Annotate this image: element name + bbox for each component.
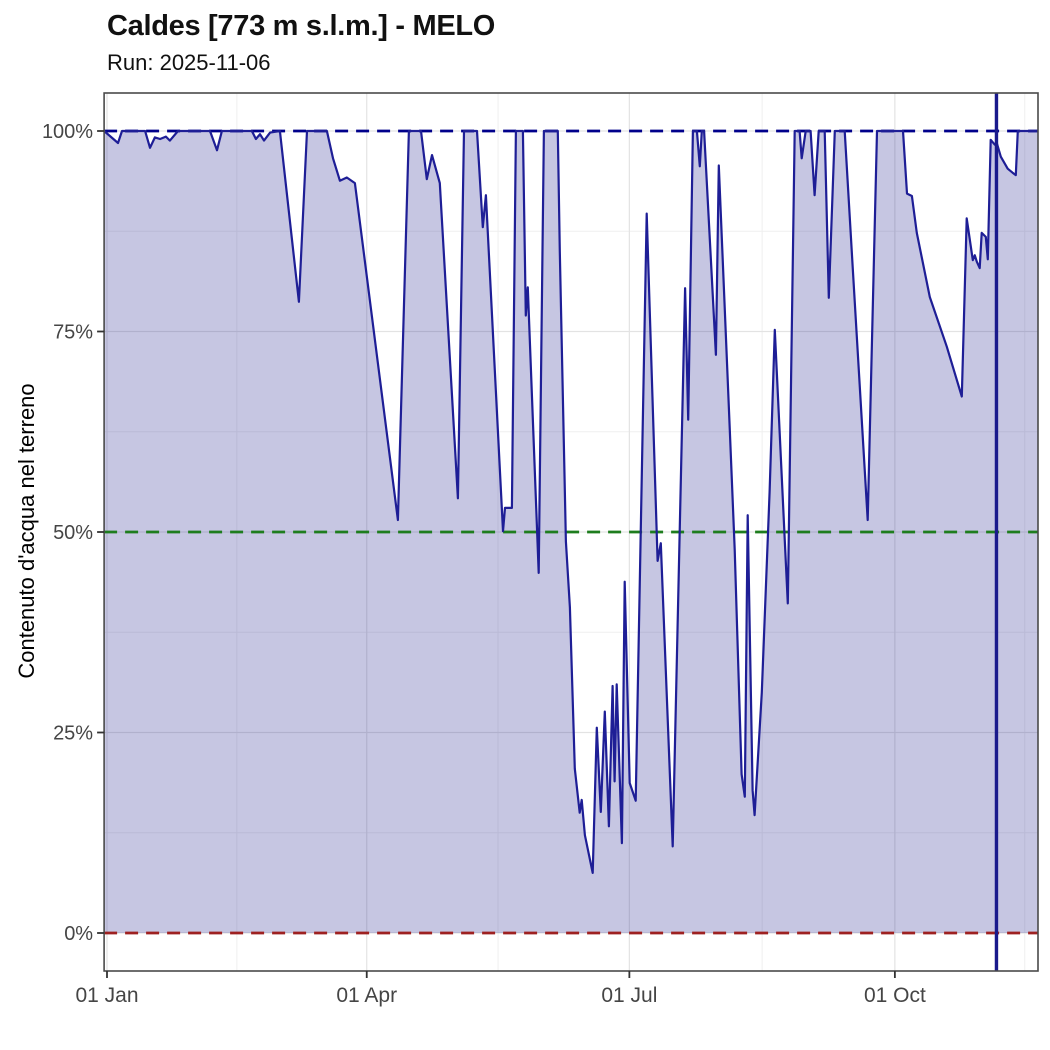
x-tick-label: 01 Apr [336, 984, 397, 1007]
y-tick-label: 25% [53, 723, 93, 745]
y-tick-label: 75% [53, 322, 93, 344]
chart-subtitle: Run: 2025-11-06 [107, 50, 271, 75]
soil-water-line [103, 129, 1038, 874]
y-tick-label: 50% [53, 522, 93, 544]
y-tick-label: 0% [64, 923, 93, 945]
soil-water-area [104, 131, 1038, 933]
x-tick-label: 01 Oct [864, 984, 926, 1007]
x-tick-label: 01 Jan [75, 984, 138, 1007]
chart-title: Caldes [773 m s.l.m.] - MELO [107, 10, 496, 42]
y-tick-label: 100% [42, 121, 93, 143]
x-tick-label: 01 Jul [601, 984, 657, 1007]
